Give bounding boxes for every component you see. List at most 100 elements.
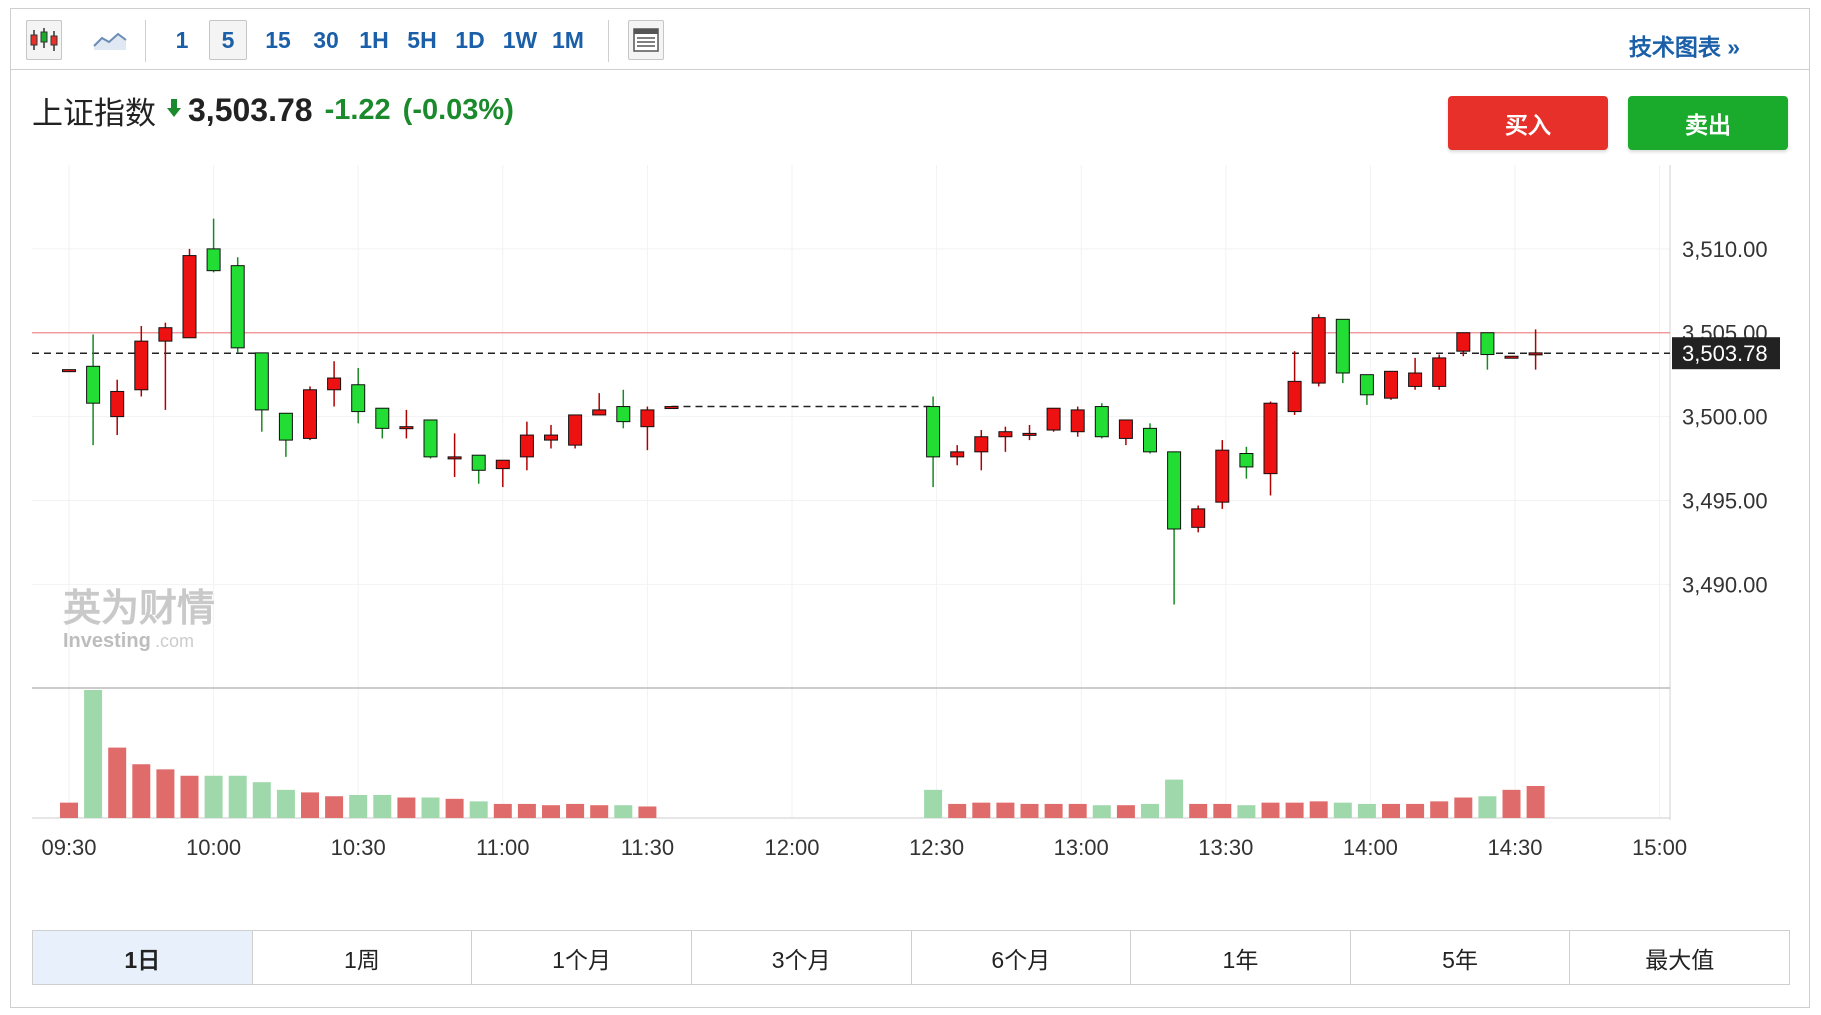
- range-tab-4[interactable]: 6个月: [912, 931, 1132, 984]
- candle-body: [62, 369, 76, 373]
- buy-button[interactable]: 买入: [1448, 96, 1608, 150]
- layout-icon[interactable]: [628, 20, 664, 60]
- candle-body: [182, 255, 197, 339]
- volume-bar: [614, 805, 633, 818]
- volume-bar: [1165, 779, 1184, 818]
- x-tick-label: 11:00: [476, 835, 529, 860]
- interval-1m-button[interactable]: 1M: [552, 26, 584, 53]
- last-price: 3,503.78: [188, 91, 313, 128]
- volume-bar: [1430, 801, 1449, 818]
- volume-bar: [445, 798, 464, 818]
- volume-bar: [996, 802, 1015, 818]
- interval-15-button[interactable]: 15: [265, 26, 291, 53]
- volume-bar: [1141, 803, 1159, 818]
- volume-bar: [228, 775, 247, 818]
- volume-bar: [1309, 801, 1328, 818]
- volume-bar: [948, 803, 967, 818]
- candle-body: [1215, 449, 1230, 503]
- candle-body: [592, 409, 607, 416]
- volume-bar: [421, 797, 440, 818]
- x-tick-label: 09:30: [41, 835, 96, 860]
- interval-1-button[interactable]: 1: [175, 26, 189, 53]
- volume-bar: [156, 769, 175, 818]
- volume-bar: [1382, 803, 1400, 818]
- area-line-icon[interactable]: [90, 20, 130, 60]
- volume-bar: [1020, 803, 1039, 818]
- x-tick-label: 12:00: [764, 835, 819, 860]
- candle-body: [399, 426, 414, 430]
- volume-bar: [542, 805, 560, 818]
- candle-body: [86, 365, 101, 404]
- range-tab-0[interactable]: 1日: [33, 931, 253, 984]
- candle-body: [471, 454, 486, 471]
- candle-body: [230, 265, 245, 349]
- candle-body: [1070, 409, 1085, 433]
- x-tick-label: 14:00: [1343, 835, 1398, 860]
- interval-5h-button[interactable]: 5H: [407, 26, 437, 53]
- candle-body: [278, 412, 293, 441]
- volume-bar: [493, 803, 512, 818]
- candle-body: [616, 406, 631, 423]
- volume-bar: [204, 775, 223, 818]
- technical-chart-link[interactable]: 技术图表 »: [1628, 34, 1740, 60]
- svg-text:英为财情: 英为财情: [63, 586, 215, 630]
- sell-button[interactable]: 卖出: [1628, 96, 1788, 150]
- investing-watermark-logo: 英为财情 Investing .com: [63, 585, 243, 660]
- volume-bar: [638, 806, 657, 818]
- volume-bar: [1237, 805, 1256, 818]
- interval-1d-button[interactable]: 1D: [455, 26, 485, 53]
- volume-bar: [108, 747, 127, 818]
- candle-body: [351, 384, 366, 413]
- volume-bar: [1357, 803, 1376, 818]
- range-tab-5[interactable]: 1年: [1131, 931, 1351, 984]
- range-tab-6[interactable]: 5年: [1351, 931, 1571, 984]
- volume-bar: [1333, 802, 1352, 818]
- candle-body: [1046, 407, 1061, 431]
- volume-bar: [1526, 786, 1545, 818]
- chart-toolbar: 1 5 15 30 1H 5H 1D 1W 1M 技术图表 »: [10, 8, 1810, 70]
- volume-bar: [590, 805, 609, 818]
- x-tick-label: 11:30: [621, 835, 674, 860]
- interval-1h-button[interactable]: 1H: [359, 26, 389, 53]
- candle-body: [206, 248, 221, 272]
- y-tick-label: 3,500.00: [1682, 405, 1768, 430]
- volume-bar: [301, 792, 319, 818]
- candle-body: [1143, 427, 1157, 453]
- range-tab-3[interactable]: 3个月: [692, 931, 912, 984]
- candle-body: [375, 407, 390, 429]
- candle-body: [1335, 318, 1350, 374]
- candle-body: [664, 406, 679, 410]
- last-price-tag: 3,503.78: [1682, 341, 1768, 366]
- candlestick-icon[interactable]: [26, 20, 62, 60]
- price-change: -1.22: [324, 93, 391, 126]
- candle-body: [1480, 332, 1495, 356]
- volume-bar: [566, 803, 585, 818]
- candle-body: [1311, 317, 1326, 384]
- range-tab-7[interactable]: 最大值: [1645, 946, 1715, 973]
- candle-body: [1094, 406, 1109, 438]
- volume-bar: [469, 801, 488, 818]
- x-tick-label: 10:00: [186, 835, 241, 860]
- x-tick-label: 13:30: [1198, 835, 1253, 860]
- interval-1w-button[interactable]: 1W: [502, 26, 538, 53]
- quote-header: 上证指数 3,503.78 -1.22 (-0.03%): [32, 90, 514, 131]
- candle-body: [1504, 355, 1519, 359]
- candle-body: [1191, 508, 1206, 528]
- range-tab-1[interactable]: 1周: [253, 931, 473, 984]
- volume-bar: [1044, 803, 1063, 818]
- volume-bar: [60, 802, 78, 818]
- interval-30-button[interactable]: 30: [313, 26, 339, 53]
- volume-bar: [132, 764, 151, 818]
- time-range-selector: 1日 1周 1个月 3个月 6个月 1年 5年 最大值: [32, 930, 1790, 985]
- y-tick-label: 3,495.00: [1682, 488, 1768, 513]
- price-change-percent: (-0.03%): [402, 93, 514, 126]
- toolbar-divider: [608, 20, 609, 62]
- volume-bar: [517, 803, 536, 818]
- candle-body: [134, 340, 149, 391]
- interval-5-button[interactable]: 5: [209, 20, 247, 60]
- volume-bar: [1068, 803, 1087, 818]
- candle-body: [1432, 357, 1447, 387]
- range-tab-2[interactable]: 1个月: [472, 931, 692, 984]
- candle-body: [495, 459, 510, 470]
